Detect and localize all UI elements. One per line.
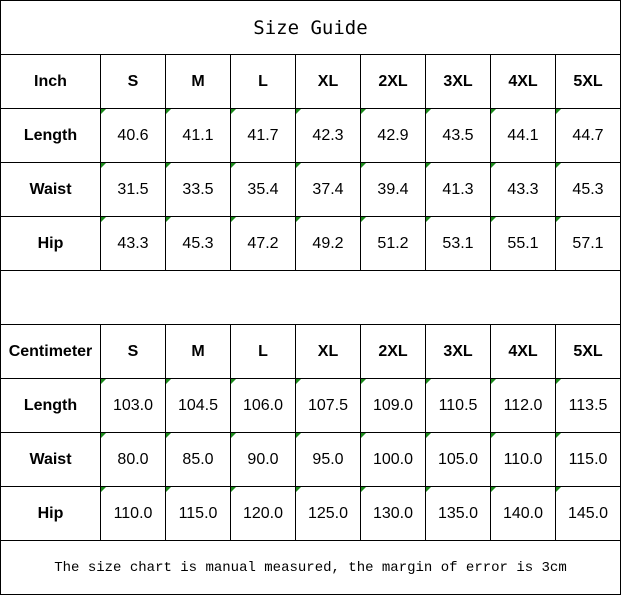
size-header: L: [230, 54, 296, 109]
size-header: S: [100, 324, 166, 379]
page-title: Size Guide: [0, 0, 621, 55]
measure-value: 45.3: [165, 216, 231, 271]
measure-value: 49.2: [295, 216, 361, 271]
table-row: Waist 31.5 33.5 35.4 37.4 39.4 41.3 43.3 45.3: [0, 162, 621, 217]
size-header: L: [230, 324, 296, 379]
size-header: M: [165, 54, 231, 109]
measure-value: 43.3: [100, 216, 166, 271]
measure-value: 41.1: [165, 108, 231, 163]
size-header: 4XL: [490, 324, 556, 379]
measure-value: 39.4: [360, 162, 426, 217]
measure-label: Hip: [0, 216, 101, 271]
footnote: The size chart is manual measured, the m…: [0, 540, 621, 595]
measure-label: Waist: [0, 432, 101, 487]
measure-value: 31.5: [100, 162, 166, 217]
table-row: Hip 43.3 45.3 47.2 49.2 51.2 53.1 55.1 57.1: [0, 216, 621, 271]
measure-value: 125.0: [295, 486, 361, 541]
measure-value: 104.5: [165, 378, 231, 433]
note-row: The size chart is manual measured, the m…: [0, 540, 621, 595]
measure-value: 115.0: [165, 486, 231, 541]
unit-header: Inch: [0, 54, 101, 109]
measure-value: 110.5: [425, 378, 491, 433]
measure-value: 51.2: [360, 216, 426, 271]
measure-value: 43.3: [490, 162, 556, 217]
measure-value: 57.1: [555, 216, 621, 271]
measure-value: 109.0: [360, 378, 426, 433]
measure-label: Waist: [0, 162, 101, 217]
measure-value: 44.7: [555, 108, 621, 163]
measure-value: 105.0: [425, 432, 491, 487]
size-header: S: [100, 54, 166, 109]
measure-value: 47.2: [230, 216, 296, 271]
measure-value: 45.3: [555, 162, 621, 217]
measure-value: 140.0: [490, 486, 556, 541]
measure-value: 42.9: [360, 108, 426, 163]
size-header: 2XL: [360, 324, 426, 379]
table-row: Waist 80.0 85.0 90.0 95.0 100.0 105.0 110.0 115.…: [0, 432, 621, 487]
measure-value: 80.0: [100, 432, 166, 487]
size-header: 3XL: [425, 324, 491, 379]
measure-label: Length: [0, 108, 101, 163]
measure-value: 106.0: [230, 378, 296, 433]
measure-value: 115.0: [555, 432, 621, 487]
measure-value: 37.4: [295, 162, 361, 217]
measure-value: 41.7: [230, 108, 296, 163]
size-header: XL: [295, 54, 361, 109]
measure-label: Length: [0, 378, 101, 433]
size-header: M: [165, 324, 231, 379]
header-row: Inch S M L XL 2XL 3XL 4XL 5XL: [0, 54, 621, 109]
measure-value: 110.0: [490, 432, 556, 487]
size-header: 2XL: [360, 54, 426, 109]
measure-value: 40.6: [100, 108, 166, 163]
measure-value: 145.0: [555, 486, 621, 541]
table-row: Length 103.0 104.5 106.0 107.5 109.0 110.5 112.…: [0, 378, 621, 433]
header-row: Centimeter S M L XL 2XL 3XL 4XL 5XL: [0, 324, 621, 379]
table-row: Hip 110.0 115.0 120.0 125.0 130.0 135.0 140.0 14…: [0, 486, 621, 541]
measure-value: 107.5: [295, 378, 361, 433]
measure-value: 100.0: [360, 432, 426, 487]
measure-value: 85.0: [165, 432, 231, 487]
measure-value: 35.4: [230, 162, 296, 217]
measure-value: 130.0: [360, 486, 426, 541]
measure-value: 43.5: [425, 108, 491, 163]
measure-value: 41.3: [425, 162, 491, 217]
measure-value: 90.0: [230, 432, 296, 487]
measure-value: 112.0: [490, 378, 556, 433]
measure-value: 110.0: [100, 486, 166, 541]
measure-value: 135.0: [425, 486, 491, 541]
measure-value: 44.1: [490, 108, 556, 163]
spacer-row: [0, 270, 621, 325]
size-header: XL: [295, 324, 361, 379]
unit-header: Centimeter: [0, 324, 101, 379]
title-row: Size Guide: [0, 0, 621, 55]
measure-value: 55.1: [490, 216, 556, 271]
table-row: Length 40.6 41.1 41.7 42.3 42.9 43.5 44.1 44.7: [0, 108, 621, 163]
size-header: 3XL: [425, 54, 491, 109]
size-header: 5XL: [555, 324, 621, 379]
measure-value: 53.1: [425, 216, 491, 271]
measure-value: 103.0: [100, 378, 166, 433]
measure-value: 120.0: [230, 486, 296, 541]
size-header: 4XL: [490, 54, 556, 109]
measure-value: 113.5: [555, 378, 621, 433]
spacer: [0, 270, 621, 325]
measure-value: 42.3: [295, 108, 361, 163]
measure-value: 95.0: [295, 432, 361, 487]
measure-label: Hip: [0, 486, 101, 541]
measure-value: 33.5: [165, 162, 231, 217]
size-header: 5XL: [555, 54, 621, 109]
